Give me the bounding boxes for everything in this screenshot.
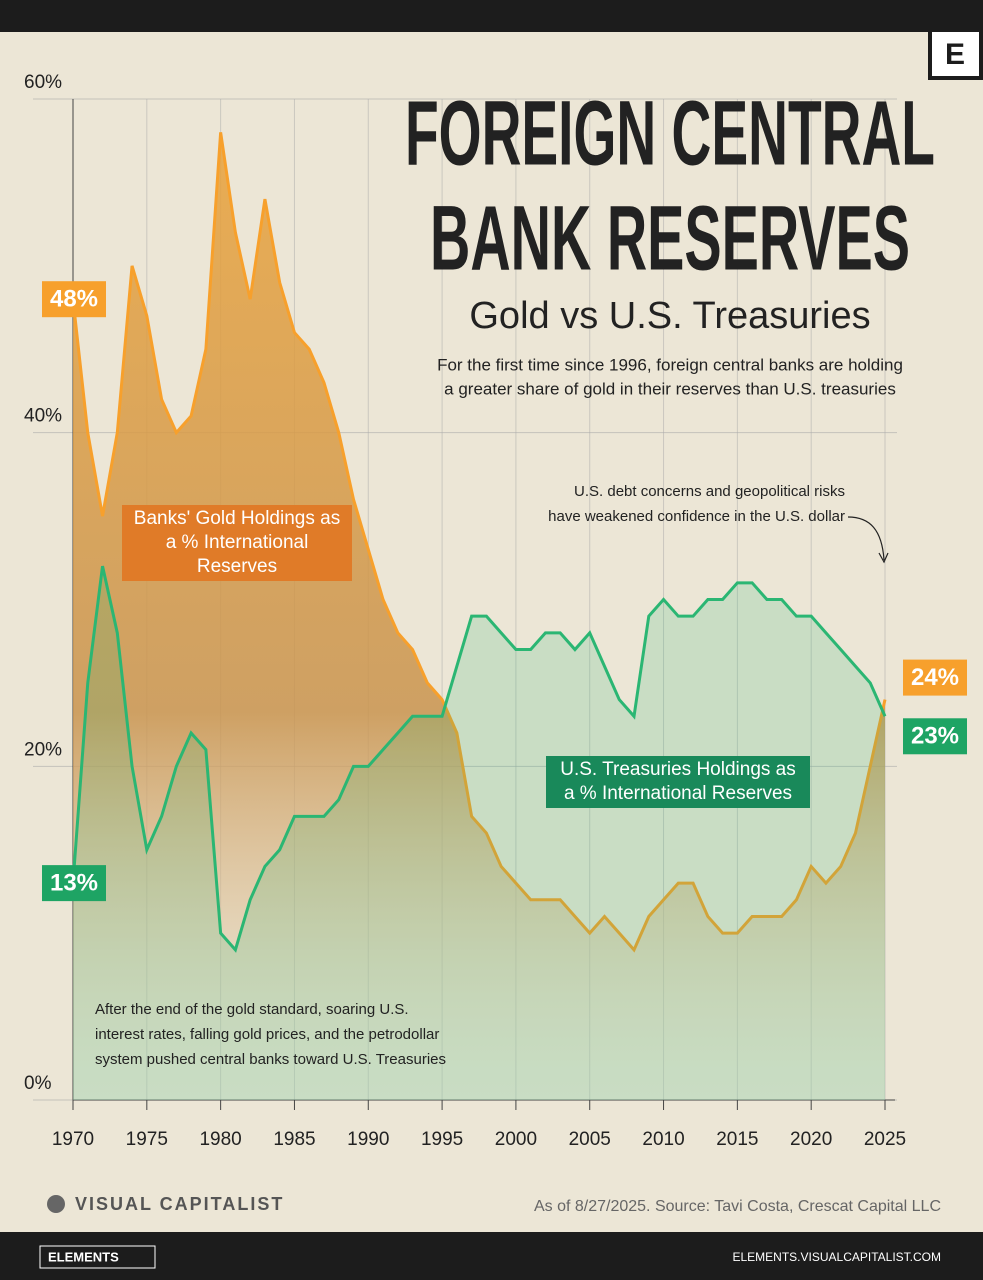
value-label: 23% xyxy=(911,723,959,750)
description: For the first time since 1996, foreign c… xyxy=(437,355,903,374)
annotation: have weakened confidence in the U.S. dol… xyxy=(548,508,845,525)
annotation: interest rates, falling gold prices, and… xyxy=(95,1026,439,1043)
x-tick-label: 1975 xyxy=(126,1129,168,1150)
title-line: FOREIGN CENTRAL xyxy=(405,82,935,184)
footer-right: ELEMENTS.VISUALCAPITALIST.COM xyxy=(733,1250,942,1264)
line xyxy=(71,132,887,953)
brand-icon xyxy=(47,1195,65,1213)
x-tick-label: 2015 xyxy=(716,1129,758,1150)
x-tick-label: 2005 xyxy=(569,1129,611,1150)
x-tick-label: 1970 xyxy=(52,1129,94,1150)
bottom-bar xyxy=(0,1232,983,1280)
x-tick-label: 1995 xyxy=(421,1129,463,1150)
y-tick-label: 40% xyxy=(24,406,62,427)
logo-inner xyxy=(932,32,979,76)
x-tick-label: 1980 xyxy=(199,1129,241,1150)
x-tick-label: 2010 xyxy=(642,1129,684,1150)
area xyxy=(73,132,885,1100)
description: a greater share of gold in their reserve… xyxy=(444,379,896,398)
value-label-box xyxy=(42,281,106,318)
x-tick-label: 2025 xyxy=(864,1129,906,1150)
top-bar xyxy=(0,0,983,32)
value-label-box xyxy=(42,865,106,902)
value-label: 24% xyxy=(911,664,959,691)
x-tick-label: 1985 xyxy=(273,1129,315,1150)
y-tick-label: 0% xyxy=(24,1073,52,1094)
value-label-box xyxy=(903,718,967,755)
footer-left: ELEMENTS xyxy=(48,1249,119,1264)
y-tick-label: 60% xyxy=(24,72,62,93)
line xyxy=(71,565,887,953)
y-tick-label: 20% xyxy=(24,739,62,760)
annotation: U.S. debt concerns and geopolitical risk… xyxy=(574,483,845,500)
annotation: After the end of the gold standard, soar… xyxy=(95,1001,409,1018)
annotation-arrow xyxy=(847,516,885,561)
area xyxy=(73,566,885,1100)
title-line: BANK RESERVES xyxy=(430,187,910,289)
series-label: Banks' Gold Holdings as a % Internationa… xyxy=(122,505,352,581)
brand: VISUAL CAPITALIST xyxy=(75,1194,284,1214)
x-tick-label: 2000 xyxy=(495,1129,537,1150)
annotation: system pushed central banks toward U.S. … xyxy=(95,1051,446,1068)
source: As of 8/27/2025. Source: Tavi Costa, Cre… xyxy=(534,1198,941,1215)
value-label-box xyxy=(903,659,967,696)
value-label: 48% xyxy=(50,286,98,313)
value-label: 13% xyxy=(50,869,98,896)
footer-box xyxy=(39,1245,156,1269)
annotation-arrow xyxy=(878,552,889,564)
x-tick-label: 2020 xyxy=(790,1129,832,1150)
logo: E xyxy=(945,38,965,71)
x-tick-label: 1990 xyxy=(347,1129,389,1150)
series-label: U.S. Treasuries Holdings as a % Internat… xyxy=(546,756,810,808)
subtitle: Gold vs U.S. Treasuries xyxy=(469,295,870,337)
